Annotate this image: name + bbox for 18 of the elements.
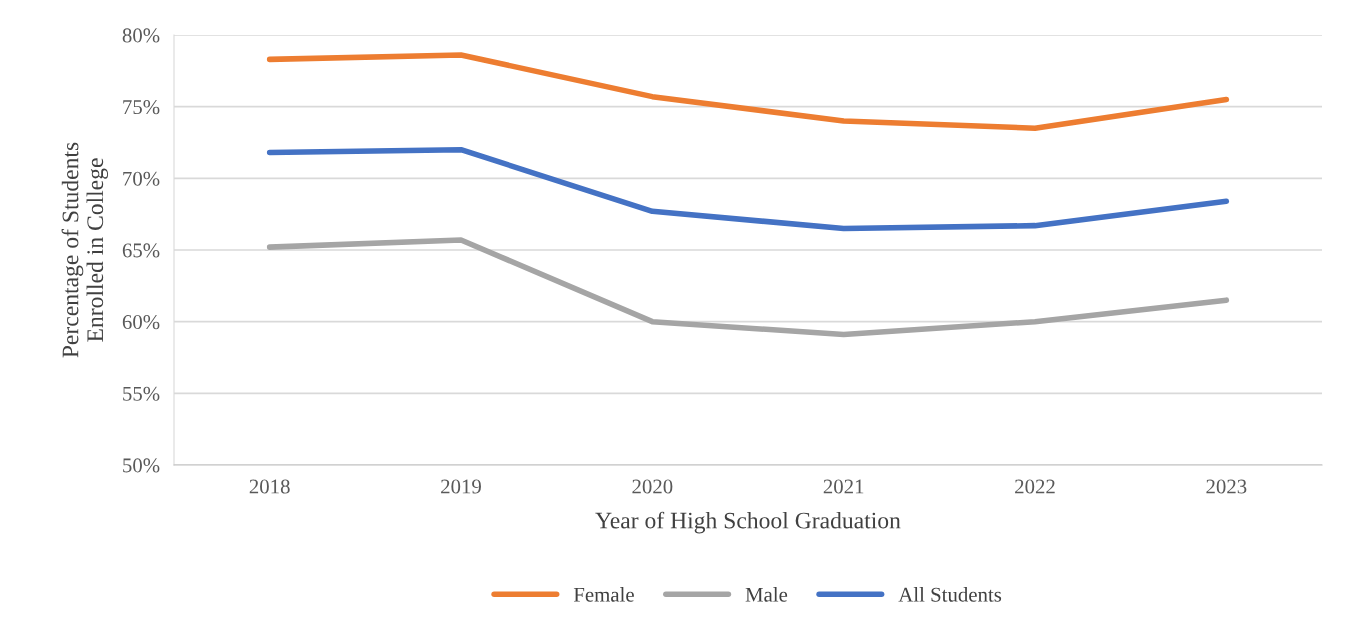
y-tick-label: 65% [122,243,160,258]
y-tick-label: 50% [123,458,160,473]
x-tick-label: 2022 [1015,479,1055,494]
legend-label: Female [573,587,634,602]
y-tick-label: 55% [123,386,160,401]
x-tick-label: 2021 [823,479,864,494]
y-tick-label: 80% [122,28,160,43]
x-tick-label: 2023 [1206,479,1247,494]
y-tick-label: 75% [123,100,160,115]
x-tick-label: 2019 [441,479,481,494]
x-tick-label: 2018 [249,479,290,494]
x-axis-title: Year of High School Graduation [595,511,901,534]
legend-label: Male [745,587,788,602]
y-tick-label: 60% [122,315,160,330]
y-axis-title: Percentage of Students Enrolled in College [61,142,109,358]
y-tick-label: 70% [123,171,160,186]
x-tick-label: 2020 [632,479,673,494]
legend-label: All Students [898,587,1002,602]
